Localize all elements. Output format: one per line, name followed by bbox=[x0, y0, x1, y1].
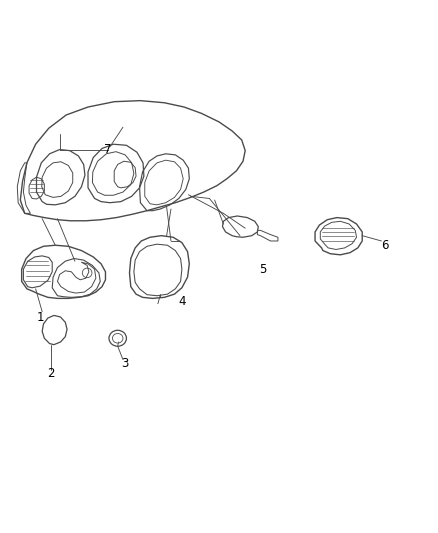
Text: 6: 6 bbox=[381, 239, 389, 252]
Text: 3: 3 bbox=[121, 357, 129, 370]
Text: 7: 7 bbox=[104, 143, 111, 156]
Text: 2: 2 bbox=[47, 367, 55, 381]
Text: 1: 1 bbox=[36, 311, 44, 324]
Text: 4: 4 bbox=[178, 295, 186, 308]
Text: 5: 5 bbox=[259, 263, 266, 276]
